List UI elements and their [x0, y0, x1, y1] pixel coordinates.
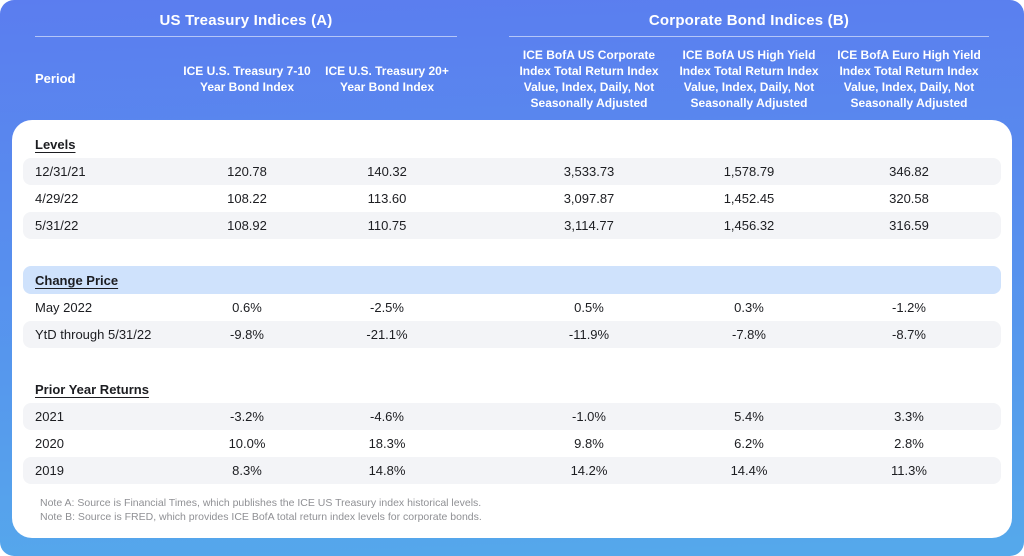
section-rows: 2021 -3.2% -4.6% -1.0% 5.4% 3.3% 2020 10… [23, 403, 1001, 484]
section-rows: 12/31/21 120.78 140.32 3,533.73 1,578.79… [23, 158, 1001, 239]
cell-us-corporate: 0.5% [574, 300, 604, 315]
section-header: Change Price [23, 266, 1001, 294]
column-header-euro-high-yield: ICE BofA Euro High Yield Index Total Ret… [837, 47, 981, 110]
cell-treasury-20plus: 14.8% [368, 463, 406, 478]
group-title-row: US Treasury Indices (A) Corporate Bond I… [35, 0, 1024, 37]
cell-treasury-20plus: 18.3% [368, 436, 406, 451]
table-row: YtD through 5/31/22 -9.8% -21.1% -11.9% … [23, 321, 1001, 348]
row-period-label: May 2022 [35, 300, 93, 315]
cell-euro-high-yield: 3.3% [894, 409, 924, 424]
cell-us-corporate: 3,533.73 [563, 164, 615, 179]
note-b: Note B: Source is FRED, which provides I… [40, 510, 482, 523]
cell-us-high-yield: 14.4% [730, 463, 768, 478]
cell-euro-high-yield: 11.3% [891, 463, 927, 478]
cell-euro-high-yield: 316.59 [889, 218, 929, 233]
cell-treasury-7-10: -3.2% [230, 409, 264, 424]
corporate-bond-group-title: Corporate Bond Indices (B) [509, 12, 989, 37]
cell-treasury-7-10: 10.0% [228, 436, 266, 451]
table-row: 12/31/21 120.78 140.32 3,533.73 1,578.79… [23, 158, 1001, 185]
cell-treasury-20plus: -21.1% [366, 327, 408, 342]
footnotes: Note A: Source is Financial Times, which… [23, 497, 1001, 524]
us-treasury-group-title: US Treasury Indices (A) [35, 12, 457, 37]
table-header: US Treasury Indices (A) Corporate Bond I… [0, 0, 1024, 120]
row-period-label: 12/31/21 [35, 164, 86, 179]
cell-euro-high-yield: -1.2% [892, 300, 926, 315]
row-period-label: 2021 [35, 409, 64, 424]
column-header-row: Period ICE U.S. Treasury 7-10 Year Bond … [35, 37, 1024, 120]
section-header: Levels [23, 130, 1001, 158]
row-period-label: 5/31/22 [35, 218, 79, 233]
cell-treasury-7-10: 0.6% [232, 300, 262, 315]
section-rows: May 2022 0.6% -2.5% 0.5% 0.3% -1.2% YtD … [23, 294, 1001, 348]
cell-treasury-7-10: -9.8% [230, 327, 264, 342]
note-a: Note A: Source is Financial Times, which… [40, 497, 482, 509]
column-header-us-high-yield: ICE BofA US High Yield Index Total Retur… [679, 47, 819, 110]
column-header-treasury-7-10: ICE U.S. Treasury 7-10 Year Bond Index [183, 63, 311, 94]
cell-us-corporate: 9.8% [574, 436, 604, 451]
cell-us-corporate: 3,097.87 [563, 191, 615, 206]
cell-us-high-yield: 1,452.45 [723, 191, 775, 206]
table-row: 2019 8.3% 14.8% 14.2% 14.4% 11.3% [23, 457, 1001, 484]
cell-treasury-20plus: -2.5% [370, 300, 404, 315]
cell-us-high-yield: 1,456.32 [723, 218, 775, 233]
row-period-label: 2020 [35, 436, 64, 451]
section-title: Change Price [35, 272, 119, 288]
cell-treasury-20plus: 113.60 [367, 191, 407, 206]
cell-treasury-7-10: 120.78 [227, 164, 267, 179]
cell-treasury-20plus: 140.32 [367, 164, 407, 179]
table-row: May 2022 0.6% -2.5% 0.5% 0.3% -1.2% [23, 294, 1001, 321]
table-row: 2021 -3.2% -4.6% -1.0% 5.4% 3.3% [23, 403, 1001, 430]
cell-us-high-yield: 5.4% [734, 409, 764, 424]
table-row: 2020 10.0% 18.3% 9.8% 6.2% 2.8% [23, 430, 1001, 457]
cell-euro-high-yield: 346.82 [889, 164, 929, 179]
cell-us-corporate: 3,114.77 [564, 218, 614, 233]
table-section: Change Price May 2022 0.6% -2.5% 0.5% 0.… [23, 266, 1001, 348]
section-title: Prior Year Returns [35, 381, 149, 397]
table-section: Prior Year Returns 2021 -3.2% -4.6% -1.0… [23, 375, 1001, 484]
cell-treasury-20plus: 110.75 [367, 218, 407, 233]
table-section: Levels 12/31/21 120.78 140.32 3,533.73 1… [23, 130, 1001, 239]
data-card: Levels 12/31/21 120.78 140.32 3,533.73 1… [12, 120, 1012, 538]
cell-us-corporate: 14.2% [570, 463, 608, 478]
row-period-label: 2019 [35, 463, 64, 478]
cell-euro-high-yield: -8.7% [892, 327, 926, 342]
cell-euro-high-yield: 320.58 [889, 191, 929, 206]
cell-treasury-7-10: 108.22 [227, 191, 267, 206]
period-column-header: Period [35, 70, 76, 86]
table-row: 5/31/22 108.92 110.75 3,114.77 1,456.32 … [23, 212, 1001, 239]
cell-treasury-20plus: -4.6% [370, 409, 404, 424]
cell-us-high-yield: 0.3% [734, 300, 764, 315]
cell-us-corporate: -1.0% [572, 409, 606, 424]
table-row: 4/29/22 108.22 113.60 3,097.87 1,452.45 … [23, 185, 1001, 212]
table-sections: Levels 12/31/21 120.78 140.32 3,533.73 1… [23, 130, 1001, 484]
column-header-treasury-20plus: ICE U.S. Treasury 20+ Year Bond Index [325, 63, 449, 94]
cell-treasury-7-10: 108.92 [227, 218, 267, 233]
section-header: Prior Year Returns [23, 375, 1001, 403]
cell-euro-high-yield: 2.8% [894, 436, 924, 451]
cell-us-high-yield: -7.8% [732, 327, 766, 342]
row-period-label: 4/29/22 [35, 191, 79, 206]
cell-us-corporate: -11.9% [568, 327, 610, 342]
row-period-label: YtD through 5/31/22 [35, 327, 152, 342]
column-header-us-corporate: ICE BofA US Corporate Index Total Return… [519, 47, 659, 110]
cell-treasury-7-10: 8.3% [232, 463, 262, 478]
cell-us-high-yield: 6.2% [734, 436, 764, 451]
section-title: Levels [35, 136, 76, 152]
cell-us-high-yield: 1,578.79 [723, 164, 775, 179]
